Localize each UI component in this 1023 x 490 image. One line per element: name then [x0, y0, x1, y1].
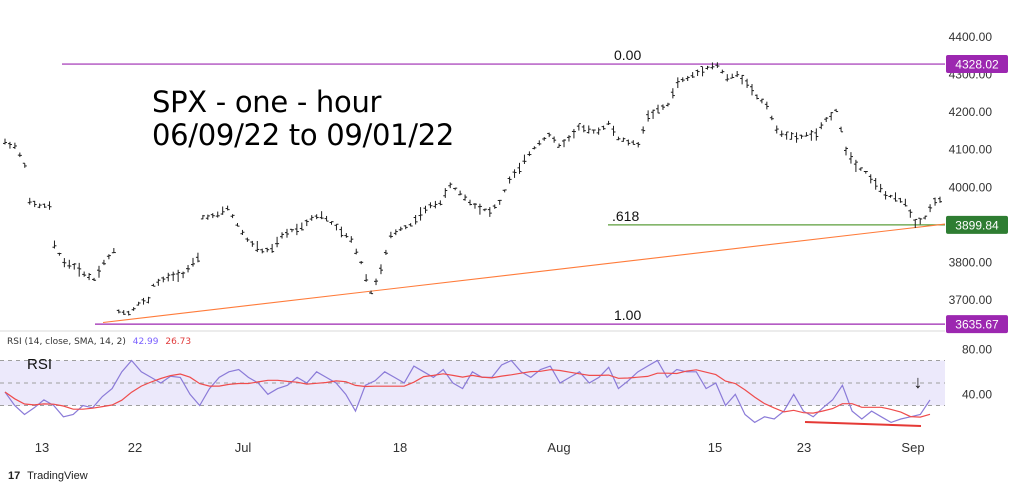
price-bars — [3, 62, 942, 316]
fib-label: .618 — [612, 208, 639, 224]
fib-label: 0.00 — [614, 47, 641, 63]
price-badge — [946, 215, 1008, 234]
y-tick-label: 3800.00 — [949, 255, 993, 269]
x-tick-label: Aug — [547, 440, 570, 455]
price-badges: 4328.02 3899.84 3635.67 — [946, 55, 1008, 334]
rsi-label: RSI — [27, 356, 53, 373]
x-tick-label: 18 — [393, 440, 407, 455]
y-tick-label: 4100.00 — [949, 143, 993, 157]
rsi-value: 42.99 — [132, 337, 159, 347]
title-line-2: 06/09/22 to 09/01/22 — [152, 118, 455, 152]
rsi-tick-label: 40.00 — [962, 387, 992, 401]
x-tick-label: 15 — [708, 440, 722, 455]
chart-title-overlay: SPX - one - hour 06/09/22 to 09/01/22 — [152, 86, 454, 152]
price-badge-label: 3635.67 — [955, 318, 999, 332]
divergence-arrow: ↓ — [914, 372, 923, 392]
price-badge — [946, 315, 1008, 334]
tradingview-logo-icon: 17 — [8, 470, 21, 482]
title-line-1: SPX - one - hour — [152, 85, 382, 119]
y-tick-label: 3700.00 — [949, 293, 993, 307]
x-tick-label: 23 — [797, 440, 811, 455]
price-badge — [946, 55, 1008, 74]
rsi-ma-value: 26.73 — [165, 337, 192, 347]
trend-line — [102, 223, 946, 324]
rsi-line — [4, 359, 931, 424]
x-tick-label: 22 — [128, 440, 142, 455]
y-tick-label: 4000.00 — [949, 180, 993, 194]
rsi-ma-line — [4, 369, 931, 418]
tradingview-brand[interactable]: 17 TradingView — [8, 470, 88, 482]
rsi-tick-label: 80.00 — [962, 342, 992, 356]
divergence-line — [804, 421, 922, 427]
fib-lines: 0.00 .618 1.00 — [62, 47, 946, 325]
y-tick-label: 4200.00 — [949, 105, 993, 119]
rsi-params-label: RSI (14, close, SMA, 14, 2) — [7, 337, 126, 347]
x-tick-label: 13 — [35, 440, 49, 455]
x-tick-label: Sep — [901, 440, 924, 455]
fib-label: 1.00 — [614, 307, 641, 323]
x-tick-label: Jul — [235, 440, 252, 455]
rsi-lines: ↓ — [4, 359, 931, 427]
price-badge-label: 4328.02 — [955, 58, 999, 72]
price-badge-label: 3899.84 — [955, 218, 999, 232]
y-tick-label: 4400.00 — [949, 30, 993, 44]
rsi-params: RSI (14, close, SMA, 14, 2) 42.99 26.73 — [7, 337, 191, 347]
rsi-band — [0, 360, 945, 406]
tradingview-name: TradingView — [27, 470, 88, 482]
